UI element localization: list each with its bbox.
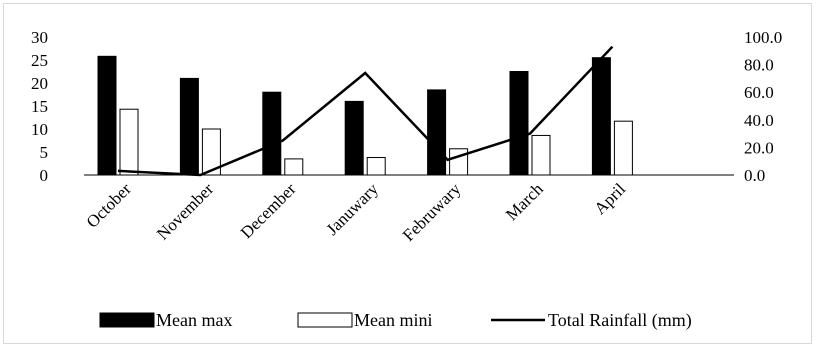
- legend-label-mean-max: Mean max: [156, 310, 232, 330]
- bar-mean-max-2: [262, 91, 282, 176]
- right-tick-label-3: 60.0: [744, 83, 774, 102]
- category-label-1: November: [153, 179, 217, 243]
- right-tick-label-2: 40.0: [744, 111, 774, 130]
- left-tick-label-5: 25: [31, 51, 48, 70]
- right-tick-label-5: 100.0: [744, 28, 782, 47]
- category-labels: October November December Januwary Februwary…: [83, 179, 630, 245]
- legend-swatch-mean-mini: [297, 312, 353, 328]
- category-label-2: December: [237, 179, 300, 242]
- legend-label-total-rainfall: Total Rainfall (mm): [548, 310, 692, 331]
- category-label-0: October: [83, 179, 135, 231]
- bar-mean-max-3: [344, 100, 364, 176]
- bars: [97, 55, 633, 176]
- bar-mean-mini-6: [613, 120, 633, 176]
- right-tick-label-0: 0.0: [744, 166, 765, 185]
- bar-mean-mini-0: [119, 108, 139, 176]
- right-axis-ticks: 0.0 20.0 40.0 60.0 80.0 100.0: [744, 28, 782, 185]
- left-tick-label-4: 20: [31, 74, 48, 93]
- category-label-6: April: [590, 179, 629, 218]
- bar-mean-max-1: [179, 77, 199, 176]
- legend: Mean max Mean mini Total Rainfall (mm): [99, 310, 692, 331]
- category-label-4: Februwary: [399, 179, 465, 245]
- right-tick-label-4: 80.0: [744, 56, 774, 75]
- left-axis-ticks: 0 5 10 15 20 25 30: [31, 28, 48, 185]
- bar-mean-max-0: [97, 55, 117, 176]
- bar-mean-mini-3: [366, 157, 386, 176]
- right-tick-label-1: 20.0: [744, 138, 774, 157]
- chart-frame: [3, 3, 812, 344]
- category-label-3: Januwary: [323, 179, 383, 239]
- left-tick-label-6: 30: [31, 28, 48, 47]
- left-tick-label-1: 5: [40, 143, 49, 162]
- left-tick-label-0: 0: [40, 166, 49, 185]
- left-tick-label-2: 10: [31, 120, 48, 139]
- bar-mean-mini-5: [531, 134, 551, 176]
- rainfall-line: [117, 45, 614, 177]
- bar-mean-max-6: [591, 57, 611, 176]
- bar-mean-mini-2: [284, 158, 304, 176]
- category-label-5: March: [502, 179, 547, 224]
- bar-mean-max-4: [427, 89, 447, 176]
- bar-mean-max-5: [509, 71, 529, 176]
- legend-label-mean-mini: Mean mini: [354, 310, 433, 330]
- legend-swatch-mean-max: [99, 312, 155, 328]
- bar-mean-mini-4: [449, 148, 469, 176]
- left-tick-label-3: 15: [31, 97, 48, 116]
